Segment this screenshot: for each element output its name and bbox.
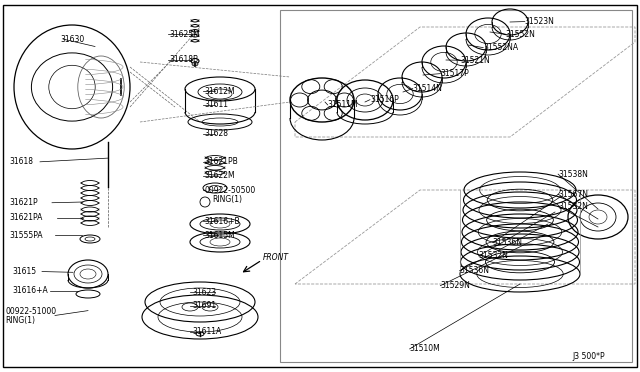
Text: 31552N: 31552N bbox=[506, 30, 536, 39]
Text: 31611A: 31611A bbox=[192, 327, 221, 336]
Text: FRONT: FRONT bbox=[263, 253, 289, 262]
Text: 31618B: 31618B bbox=[170, 55, 199, 64]
Text: 31532N: 31532N bbox=[479, 251, 509, 260]
Text: 31511M: 31511M bbox=[328, 100, 358, 109]
Text: 31621PB: 31621PB bbox=[205, 157, 239, 166]
Bar bbox=[280, 10, 632, 362]
Text: 31630: 31630 bbox=[61, 35, 85, 44]
Text: RING(1): RING(1) bbox=[212, 195, 243, 204]
Text: 31628: 31628 bbox=[205, 129, 229, 138]
Text: 31611: 31611 bbox=[205, 100, 229, 109]
Text: 31623: 31623 bbox=[192, 288, 216, 296]
Text: 31532N: 31532N bbox=[558, 202, 588, 211]
Ellipse shape bbox=[192, 62, 198, 66]
Text: 31612M: 31612M bbox=[205, 87, 236, 96]
Text: 31514N: 31514N bbox=[413, 84, 443, 93]
Text: 31621P: 31621P bbox=[10, 198, 38, 207]
Text: 31529N: 31529N bbox=[440, 281, 470, 290]
Text: 31517P: 31517P bbox=[440, 69, 469, 78]
Text: 31536N: 31536N bbox=[460, 266, 490, 275]
Text: 31536N: 31536N bbox=[493, 238, 523, 247]
Text: RING(1): RING(1) bbox=[5, 316, 35, 325]
Text: 31523N: 31523N bbox=[525, 17, 555, 26]
Text: 31510M: 31510M bbox=[410, 344, 440, 353]
Text: 31625M: 31625M bbox=[170, 30, 200, 39]
Text: 31552NA: 31552NA bbox=[483, 43, 518, 52]
Text: 31616+B: 31616+B bbox=[205, 217, 241, 226]
Text: 31521N: 31521N bbox=[461, 56, 490, 65]
Text: 31555PA: 31555PA bbox=[10, 231, 44, 240]
Text: 31618: 31618 bbox=[10, 157, 34, 166]
Text: 31691: 31691 bbox=[192, 301, 216, 310]
Text: 31622M: 31622M bbox=[205, 171, 236, 180]
Text: 31615: 31615 bbox=[13, 267, 37, 276]
Text: J3 500*P: J3 500*P bbox=[573, 352, 605, 361]
Text: 00922-50500: 00922-50500 bbox=[205, 186, 256, 195]
Text: 31621PA: 31621PA bbox=[10, 213, 43, 222]
Text: 31615M: 31615M bbox=[205, 231, 236, 240]
Text: 31567N: 31567N bbox=[558, 190, 588, 199]
Text: 31516P: 31516P bbox=[370, 95, 399, 104]
Text: 00922-51000: 00922-51000 bbox=[5, 307, 56, 316]
Text: 31538N: 31538N bbox=[558, 170, 588, 179]
Text: 31616+A: 31616+A bbox=[13, 286, 49, 295]
